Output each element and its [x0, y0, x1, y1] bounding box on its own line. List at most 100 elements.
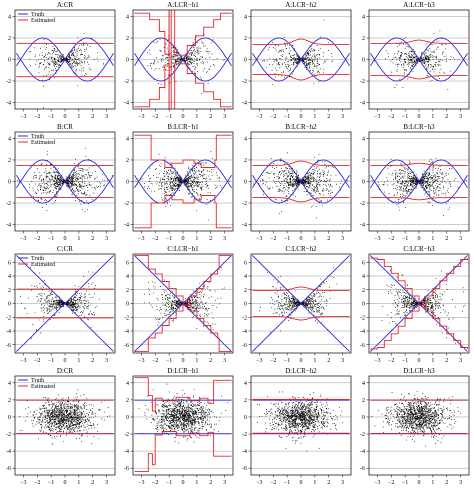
x-tick-label: 2: [445, 236, 448, 242]
data-point: [89, 175, 91, 177]
data-point: [396, 204, 398, 206]
data-point: [286, 190, 288, 191]
data-point: [72, 50, 74, 52]
data-point: [406, 46, 408, 47]
data-point: [279, 160, 281, 162]
data-point: [433, 187, 434, 189]
y-tick-label: 2: [362, 158, 365, 164]
data-point: [288, 187, 290, 189]
data-point: [172, 59, 174, 61]
data-point: [432, 50, 434, 52]
data-point: [173, 62, 175, 64]
data-point: [411, 178, 413, 180]
data-point: [274, 177, 276, 178]
data-point: [319, 179, 320, 181]
x-tick-label: 2: [91, 114, 94, 120]
data-point: [272, 47, 274, 48]
data-point: [311, 47, 313, 49]
data-point: [330, 174, 332, 176]
data-point: [68, 185, 70, 187]
data-point: [279, 174, 281, 176]
data-point: [290, 55, 292, 57]
data-point: [323, 69, 324, 70]
x-tick-label: 3: [459, 114, 462, 120]
data-point: [168, 178, 170, 180]
data-point: [199, 47, 201, 49]
data-point: [186, 186, 188, 188]
data-point: [67, 180, 69, 182]
data-point: [199, 193, 201, 195]
data-point: [310, 57, 312, 59]
data-point: [191, 58, 193, 60]
data-point: [192, 168, 194, 170]
data-point: [158, 83, 159, 84]
data-point: [51, 177, 53, 179]
data-point: [79, 299, 81, 301]
data-point: [162, 200, 164, 202]
data-point: [204, 178, 205, 180]
data-point: [316, 170, 318, 172]
data-point: [269, 173, 271, 174]
data-point: [72, 174, 74, 176]
x-tick-label: 1: [195, 114, 198, 120]
data-point: [167, 60, 169, 62]
data-point: [431, 180, 433, 182]
estimated-curve-upper: [134, 10, 232, 56]
data-point: [53, 177, 55, 179]
data-point: [76, 65, 78, 66]
data-point: [423, 53, 425, 55]
data-point: [396, 185, 398, 187]
data-point: [59, 60, 61, 62]
data-point: [156, 181, 158, 183]
data-point: [273, 180, 275, 182]
data-point: [77, 177, 78, 179]
data-point: [394, 170, 396, 172]
data-point: [322, 161, 324, 163]
data-point: [95, 188, 97, 190]
data-point: [211, 171, 212, 173]
data-point: [57, 172, 59, 174]
data-point: [400, 171, 402, 173]
data-point: [262, 179, 263, 181]
data-point: [81, 300, 83, 302]
data-point: [436, 183, 438, 184]
data-point: [313, 50, 315, 52]
data-point: [286, 167, 288, 169]
data-point: [396, 180, 398, 182]
data-point: [262, 182, 264, 184]
data-point: [41, 182, 43, 184]
data-point: [87, 305, 89, 307]
data-point: [306, 59, 308, 61]
data-point: [35, 177, 37, 179]
data-point: [56, 182, 57, 183]
data-point: [432, 169, 434, 171]
data-point: [60, 177, 62, 179]
data-point: [71, 175, 73, 177]
data-point: [291, 175, 293, 177]
data-point: [91, 172, 93, 174]
data-point: [281, 63, 283, 64]
data-point: [51, 53, 53, 55]
data-point: [430, 66, 432, 68]
data-point: [319, 168, 321, 170]
data-point: [74, 176, 76, 178]
data-point: [205, 181, 207, 183]
data-point: [76, 303, 78, 305]
data-point: [156, 42, 158, 44]
data-point: [445, 173, 447, 175]
data-point: [79, 184, 81, 186]
data-point: [406, 63, 408, 65]
data-point: [193, 175, 194, 177]
data-point: [51, 50, 53, 51]
data-point: [78, 185, 80, 187]
data-point: [426, 186, 428, 188]
data-point: [420, 179, 422, 181]
data-point: [262, 183, 263, 185]
data-point: [316, 205, 318, 207]
data-point: [393, 187, 394, 189]
data-point: [69, 57, 71, 59]
data-point: [73, 47, 75, 48]
data-point: [76, 194, 78, 196]
